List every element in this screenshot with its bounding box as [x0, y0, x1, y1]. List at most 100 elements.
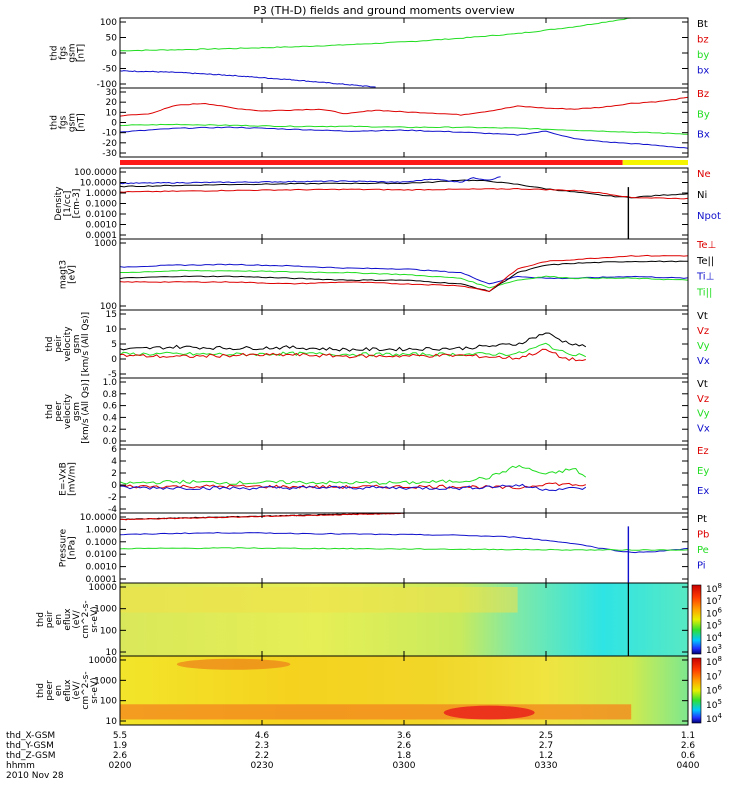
colorbar	[691, 657, 702, 724]
y-tick-label: -50	[102, 65, 117, 75]
y-tick-label: 30	[106, 88, 118, 98]
y-axis-label: thd	[45, 337, 55, 352]
y-axis-label: en	[54, 685, 64, 696]
y-axis-label: [nT]	[77, 44, 87, 62]
y-tick-label: 100	[100, 626, 117, 636]
y-tick-label: 20	[106, 98, 118, 108]
y-tick-label: -30	[102, 149, 117, 159]
x-axis-date: 2010 Nov 28	[6, 771, 64, 781]
y-axis-label: peer	[45, 680, 55, 701]
y-tick-label: 15	[106, 310, 117, 320]
y-tick-label: 10	[106, 648, 118, 658]
y-axis-label: velocity	[63, 393, 73, 429]
y-axis-label: [nPa]	[68, 536, 78, 559]
legend-label: Ey	[697, 466, 709, 477]
y-axis-label: [nT]	[77, 113, 87, 131]
series-Te⊥-line	[119, 254, 689, 293]
mode-bar-fast	[120, 160, 623, 165]
heatmap-peak	[443, 705, 535, 720]
y-axis-label: thd	[36, 612, 46, 627]
y-axis-label: velocity	[63, 326, 73, 362]
y-axis-label: thd	[50, 115, 60, 130]
y-tick-label: 100	[100, 302, 117, 312]
heatmap-band-high	[120, 587, 518, 613]
heatmap-high-spot	[176, 658, 291, 670]
x-axis-value: 0.6	[681, 751, 696, 761]
legend-label: Vt	[697, 311, 708, 322]
x-axis-value: 2.2	[255, 751, 269, 761]
series-by-line	[119, 17, 632, 52]
legend-label: By	[697, 109, 710, 120]
y-axis-label: [eV]	[68, 265, 78, 284]
y-tick-label: 0.1000	[86, 200, 118, 210]
y-axis-label: peer	[54, 401, 64, 422]
x-axis-value: 2.6	[681, 741, 696, 751]
figure-title: P3 (TH-D) fields and ground moments over…	[253, 4, 515, 17]
y-tick-label: 10	[106, 108, 118, 118]
legend-label: Pi	[697, 561, 706, 572]
y-axis-label: gsm	[68, 113, 78, 132]
legend-label: Ex	[697, 486, 709, 497]
legend-label: Vx	[697, 423, 710, 434]
y-axis-label: thd	[36, 683, 46, 698]
y-tick-label: -100	[97, 80, 118, 90]
y-tick-label: 0.0100	[86, 210, 118, 220]
panel-fgs-gsm: 100 50 0 -50 -100 thd fgs gsm [nT] Bt bz by bx	[50, 17, 709, 90]
y-axis-label: [mV/m]	[68, 462, 78, 496]
legend-label: by	[697, 50, 709, 61]
x-axis-value: 4.6	[255, 731, 270, 741]
y-tick-label: 0.0010	[86, 221, 118, 231]
y-tick-label: 4	[111, 457, 117, 467]
x-axis-value: 2.6	[113, 751, 128, 761]
y-tick-label: 10000	[88, 583, 117, 593]
x-axis-row-label: hhmm	[6, 761, 35, 771]
series-Te||-line	[119, 260, 689, 293]
y-axis-label: gsm	[72, 334, 82, 353]
panel-peir-velocity: 15 10 5 0 -5 thd peir velocity gsm [km/s (All Qs)…	[45, 309, 710, 380]
series-Ex-line	[119, 483, 587, 492]
y-axis-label: gsm	[72, 402, 82, 421]
x-axis-value: 2.6	[397, 741, 412, 751]
y-axis-label: thd	[50, 46, 60, 61]
series-Ti⊥-line	[119, 263, 689, 285]
y-tick-label: -10	[102, 129, 117, 139]
y-tick-label: 0.2	[103, 425, 117, 435]
y-tick-label: 0	[111, 481, 117, 491]
y-axis-label: (eV/	[72, 609, 82, 628]
y-axis-label: [km/s (All Qs)]	[81, 379, 91, 443]
y-axis-label: [km/s (All Qs)]	[81, 312, 91, 376]
y-tick-label: -4	[108, 505, 117, 515]
x-axis-value: 2.3	[255, 741, 269, 751]
y-tick-label: 0.1000	[86, 538, 118, 548]
legend-label: Vy	[697, 341, 710, 352]
y-tick-label: 100.0000	[74, 168, 117, 178]
series-By-line	[119, 123, 689, 135]
y-axis-label: eflux	[63, 608, 73, 631]
series-Vt-line	[119, 332, 587, 352]
y-axis-label: Pressure	[59, 528, 69, 567]
y-tick-label: 10	[106, 325, 118, 335]
y-tick-label: -2	[108, 493, 117, 503]
y-tick-label: 1000	[94, 239, 117, 249]
y-tick-label: 0.0010	[86, 563, 118, 573]
x-axis-row-label: thd_Z-GSM	[6, 751, 55, 761]
x-axis-value: 3.6	[397, 731, 412, 741]
y-axis-label: magt3	[59, 260, 69, 289]
y-axis-label: (eV/	[72, 680, 82, 699]
y-tick-label: 0.0001	[86, 575, 118, 585]
x-axis-value: 0200	[109, 761, 132, 771]
y-axis-label: gsm	[68, 43, 78, 62]
mode-bar-slow	[622, 160, 688, 165]
x-axis-value: 2.7	[539, 741, 553, 751]
series-Vz-line	[119, 348, 586, 362]
y-axis-label: peir	[54, 335, 64, 353]
legend-label: Bz	[697, 89, 709, 100]
y-tick-label: 0.4	[103, 413, 118, 423]
y-axis-label: Density	[54, 186, 64, 221]
y-axis-label: fgs	[59, 115, 69, 129]
y-tick-label: -5	[108, 370, 117, 380]
y-tick-label: 100	[100, 697, 117, 707]
